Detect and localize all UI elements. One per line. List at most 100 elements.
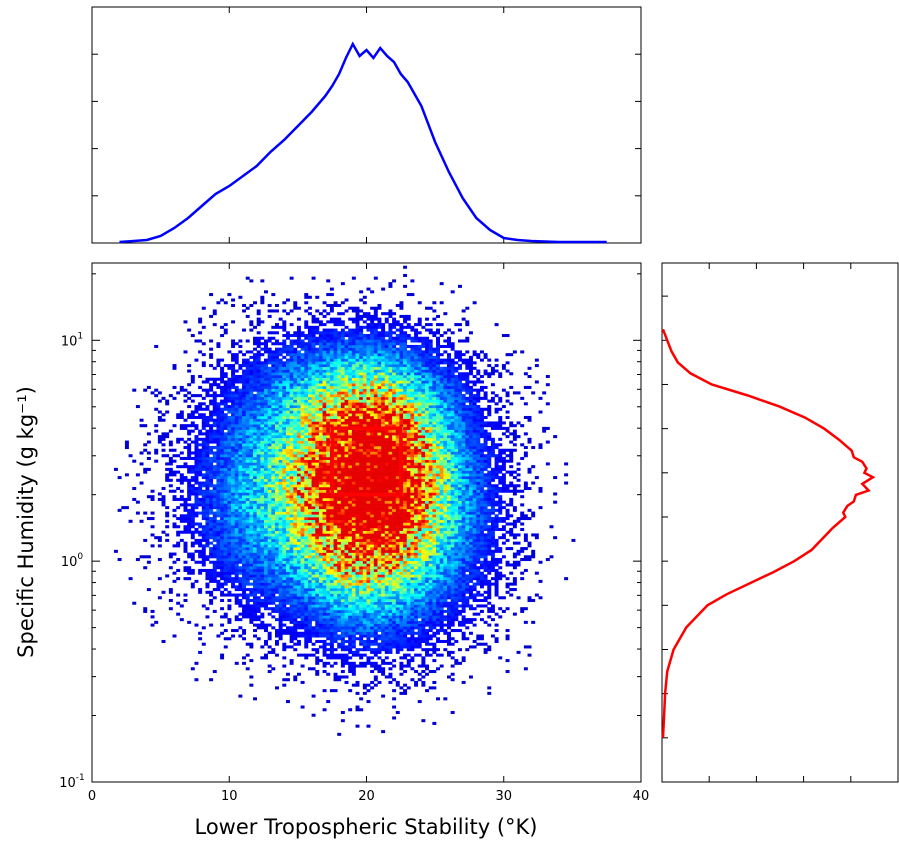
heatmap-cell: [209, 574, 214, 578]
heatmap-cell: [340, 626, 345, 630]
heatmap-cell: [278, 558, 283, 562]
heatmap-cell: [296, 342, 301, 346]
heatmap-cell: [300, 402, 305, 406]
heatmap-cell: [296, 547, 301, 551]
heatmap-cell: [187, 446, 192, 450]
heatmap-cell: [322, 661, 327, 665]
heatmap-cell: [242, 418, 247, 422]
heatmap-cell: [304, 568, 309, 572]
heatmap-cell: [340, 451, 345, 455]
heatmap-cell: [231, 451, 236, 455]
heatmap-cell: [307, 577, 312, 581]
heatmap-cell: [300, 514, 305, 518]
heatmap-cell: [161, 418, 166, 422]
heatmap-cell: [223, 440, 228, 444]
heatmap-cell: [344, 601, 349, 605]
heatmap-cell: [146, 588, 151, 592]
heatmap-cell: [194, 478, 199, 482]
heatmap-cell: [329, 650, 334, 654]
heatmap-cell: [348, 394, 353, 398]
heatmap-cell: [311, 350, 316, 354]
heatmap-cell: [351, 481, 356, 485]
heatmap-cell: [260, 473, 265, 477]
heatmap-cell: [344, 476, 349, 480]
heatmap-cell: [329, 358, 334, 362]
heatmap-cell: [311, 538, 316, 542]
heatmap-cell: [311, 437, 316, 441]
heatmap-cell: [326, 620, 331, 624]
heatmap-cell: [201, 413, 206, 417]
heatmap-cell: [256, 571, 261, 575]
heatmap-cell: [351, 429, 356, 433]
heatmap-cell: [271, 380, 276, 384]
heatmap-cell: [296, 454, 301, 458]
heatmap-cell: [329, 664, 334, 668]
heatmap-cell: [329, 303, 334, 307]
heatmap-cell: [234, 552, 239, 556]
heatmap-cell: [227, 549, 232, 553]
heatmap-cell: [315, 364, 320, 368]
heatmap-cell: [304, 402, 309, 406]
heatmap-cell: [307, 448, 312, 452]
heatmap-cell: [333, 598, 338, 603]
heatmap-cell: [205, 527, 210, 531]
heatmap-cell: [333, 514, 338, 518]
heatmap-cell: [256, 440, 261, 444]
heatmap-cell: [205, 541, 210, 545]
heatmap-cell: [223, 552, 228, 556]
heatmap-cell: [344, 522, 349, 526]
heatmap-cell: [348, 413, 353, 417]
heatmap-cell: [289, 361, 294, 365]
heatmap-cell: [293, 503, 298, 507]
heatmap-cell: [329, 405, 334, 409]
heatmap-cell: [278, 380, 283, 384]
heatmap-cell: [282, 525, 287, 529]
heatmap-cell: [231, 394, 236, 398]
heatmap-cell: [223, 435, 228, 439]
heatmap-cell: [351, 369, 356, 373]
heatmap-cell: [282, 648, 287, 652]
heatmap-cell: [289, 339, 294, 343]
heatmap-cell: [355, 664, 360, 668]
heatmap-cell: [348, 642, 353, 646]
heatmap-cell: [267, 396, 272, 400]
heatmap-cell: [223, 473, 228, 477]
heatmap-cell: [322, 631, 327, 635]
heatmap-cell: [205, 536, 210, 540]
heatmap-cell: [260, 421, 265, 425]
heatmap-cell: [300, 405, 305, 409]
heatmap-cell: [304, 618, 309, 622]
heatmap-cell: [340, 568, 345, 572]
heatmap-cell: [329, 519, 334, 523]
heatmap-cell: [253, 560, 257, 564]
heatmap-cell: [227, 544, 232, 548]
heatmap-cell: [234, 500, 239, 504]
heatmap-cell: [293, 364, 298, 368]
heatmap-cell: [271, 391, 276, 395]
heatmap-cell: [337, 317, 342, 321]
heatmap-cell: [249, 366, 254, 370]
heatmap-cell: [326, 486, 331, 491]
heatmap-cell: [322, 503, 327, 507]
heatmap-cell: [300, 582, 305, 586]
heatmap-cell: [198, 465, 203, 469]
heatmap-cell: [271, 342, 276, 346]
heatmap-cell: [231, 549, 236, 553]
heatmap-cell: [249, 407, 254, 411]
heatmap-cell: [322, 593, 327, 597]
heatmap-cell: [340, 467, 345, 471]
heatmap-cell: [340, 364, 345, 368]
heatmap-cell: [223, 530, 228, 534]
heatmap-cell: [344, 511, 349, 515]
heatmap-cell: [201, 544, 206, 548]
heatmap-cell: [278, 530, 283, 534]
heatmap-cell: [318, 413, 323, 417]
heatmap-cell: [275, 653, 279, 657]
heatmap-cell: [253, 514, 257, 518]
heatmap-cell: [326, 443, 331, 447]
heatmap-cell: [227, 503, 232, 507]
heatmap-cell: [315, 648, 320, 652]
heatmap-cell: [333, 522, 338, 526]
heatmap-cell: [267, 530, 272, 534]
heatmap-cell: [201, 456, 206, 460]
